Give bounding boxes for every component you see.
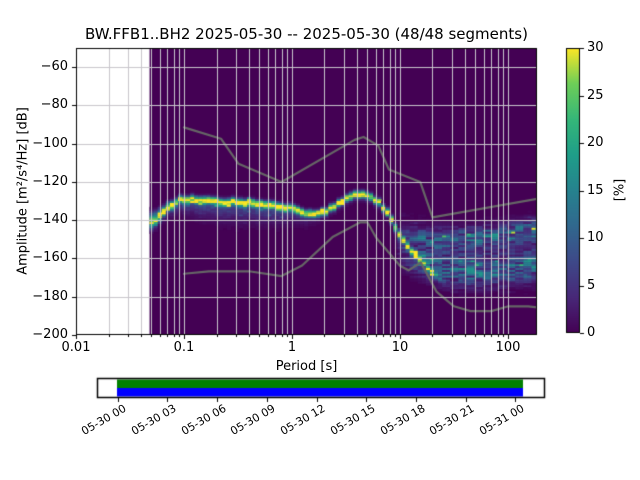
colorbar-tick-label: 20 [587, 135, 604, 150]
y-tick-label: −160 [32, 250, 68, 266]
y-tick-label: −140 [32, 212, 68, 228]
y-tick-label: −60 [40, 59, 68, 75]
colorbar-tick-label: 10 [587, 230, 604, 245]
figure-title: BW.FFB1..BH2 2025-05-30 -- 2025-05-30 (4… [85, 25, 528, 43]
x-axis-label: Period [s] [275, 359, 338, 374]
y-tick-label: −120 [32, 173, 68, 189]
colorbar-tick-label: 30 [587, 40, 604, 55]
colorbar-label: [%] [612, 178, 628, 202]
colorbar-tick-label: 15 [587, 182, 604, 198]
colorbar-tick-label: 0 [587, 325, 596, 340]
x-tick-label: 0.01 [61, 340, 91, 355]
y-tick-label: −80 [40, 97, 68, 113]
colorbar-tick-label: 25 [587, 87, 604, 103]
x-tick-label: 10 [391, 340, 409, 355]
x-tick-label: 1 [287, 340, 297, 355]
y-tick-label: −200 [32, 327, 68, 342]
x-tick-label: 100 [495, 340, 521, 355]
y-tick-label: −180 [32, 288, 68, 304]
x-tick-label: 0.1 [173, 340, 195, 355]
y-tick-label: −100 [32, 135, 68, 151]
colorbar-tick-label: 5 [587, 277, 596, 293]
